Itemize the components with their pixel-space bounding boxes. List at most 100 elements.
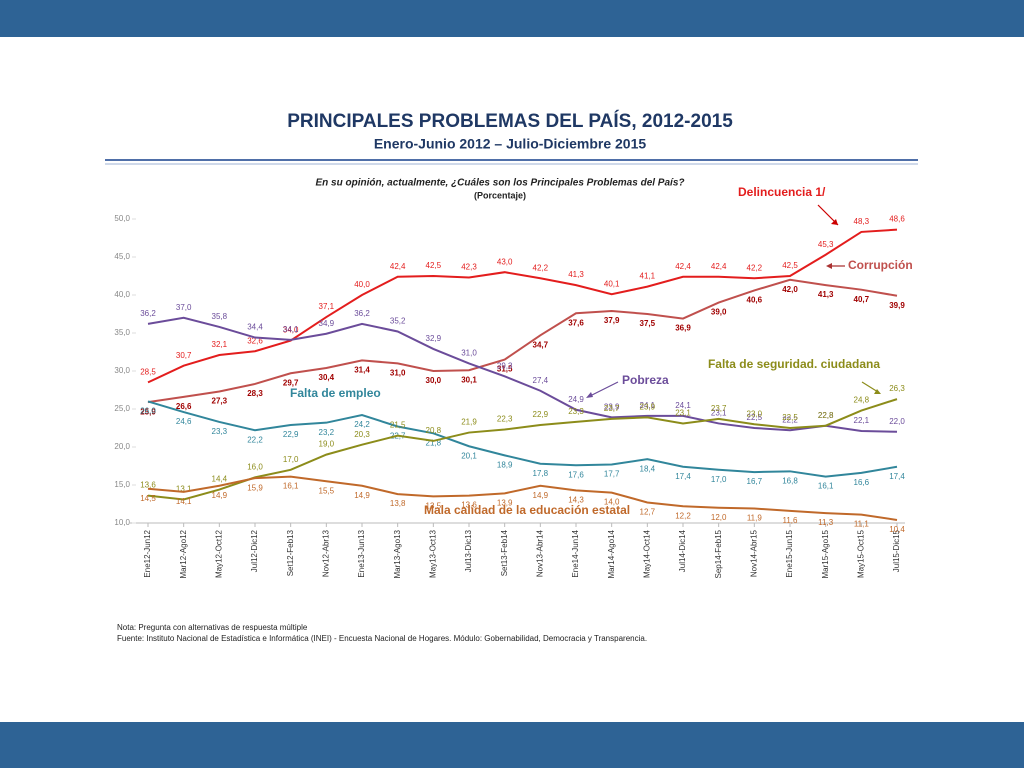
data-label: 12,7 bbox=[640, 508, 656, 517]
data-label: 37,0 bbox=[176, 303, 192, 312]
x-tick-label: Nov13-Abr14 bbox=[535, 529, 544, 577]
data-label: 11,9 bbox=[747, 514, 763, 523]
x-tick-label: May12-Oct12 bbox=[214, 529, 223, 578]
data-label: 22,1 bbox=[854, 416, 870, 425]
data-label: 26,6 bbox=[176, 402, 192, 411]
data-label: 22,5 bbox=[747, 413, 763, 422]
data-label: 23,1 bbox=[675, 409, 691, 418]
data-label: 13,1 bbox=[176, 485, 192, 494]
data-label: 24,2 bbox=[354, 420, 370, 429]
data-label: 12,2 bbox=[675, 511, 691, 520]
data-label: 30,1 bbox=[461, 375, 477, 384]
x-tick-label: Jul14-Dic14 bbox=[678, 529, 687, 572]
series-line bbox=[147, 278, 898, 404]
data-label: 24,9 bbox=[568, 395, 584, 404]
data-label: 42,5 bbox=[426, 261, 442, 270]
data-label: 25,9 bbox=[140, 407, 156, 416]
data-label: 21,5 bbox=[390, 421, 406, 430]
data-label: 37,9 bbox=[604, 316, 620, 325]
data-label: 22,3 bbox=[497, 415, 513, 424]
data-label: 20,8 bbox=[426, 426, 442, 435]
series-label: Falta de seguridad. ciudadana bbox=[708, 357, 880, 371]
data-label: 23,9 bbox=[640, 402, 656, 411]
data-label: 17,4 bbox=[889, 472, 905, 481]
data-label: 43,0 bbox=[497, 257, 513, 266]
arrow-head bbox=[826, 263, 832, 269]
data-label: 42,2 bbox=[533, 263, 549, 272]
data-label: 31,5 bbox=[497, 365, 513, 374]
data-label: 24,8 bbox=[854, 396, 870, 405]
question: En su opinión, actualmente, ¿Cuáles son … bbox=[316, 178, 685, 189]
data-label: 40,7 bbox=[854, 295, 870, 304]
data-label: 27,3 bbox=[212, 397, 228, 406]
data-label: 22,0 bbox=[889, 417, 905, 426]
data-label: 13,8 bbox=[390, 499, 406, 508]
data-label: 22,2 bbox=[247, 435, 263, 444]
data-label: 22,8 bbox=[818, 411, 834, 420]
data-label: 29,7 bbox=[283, 378, 299, 387]
data-label: 13,6 bbox=[140, 481, 156, 490]
x-tick-label: May15-Oct15 bbox=[856, 529, 865, 578]
bottom-bar bbox=[0, 722, 1024, 768]
data-label: 14,3 bbox=[568, 495, 584, 504]
x-tick-label: Jul15-Dic15 bbox=[892, 529, 901, 572]
data-label: 30,4 bbox=[319, 373, 335, 382]
series-line bbox=[147, 228, 898, 384]
x-tick-label: Nov12-Abr13 bbox=[321, 529, 330, 577]
data-label: 40,0 bbox=[354, 280, 370, 289]
data-label: 37,6 bbox=[568, 318, 584, 327]
data-label: 22,2 bbox=[782, 415, 798, 424]
arrow-head bbox=[831, 219, 838, 225]
data-label: 23,9 bbox=[604, 402, 620, 411]
data-label: 22,5 bbox=[782, 413, 798, 422]
data-label: 48,3 bbox=[854, 217, 870, 226]
series-label: Corrupción bbox=[848, 258, 913, 272]
data-label: 42,0 bbox=[782, 285, 798, 294]
data-label: 35,2 bbox=[390, 317, 406, 326]
y-tick-label: 15,0 bbox=[114, 480, 130, 489]
data-label: 14,4 bbox=[212, 475, 228, 484]
data-label: 14,9 bbox=[212, 491, 228, 500]
data-label: 11,6 bbox=[783, 516, 799, 525]
data-label: 37,5 bbox=[640, 319, 656, 328]
x-tick-label: Set13-Feb14 bbox=[500, 529, 509, 576]
data-label: 37,1 bbox=[319, 302, 335, 311]
data-label: 23,7 bbox=[711, 404, 727, 413]
data-label: 30,7 bbox=[176, 351, 192, 360]
y-tick-label: 25,0 bbox=[114, 404, 130, 413]
series-line bbox=[147, 400, 898, 478]
y-tick-label: 50,0 bbox=[114, 214, 130, 223]
data-label: 31,0 bbox=[461, 349, 477, 358]
data-label: 16,7 bbox=[747, 477, 763, 486]
x-tick-label: Ene13-Jun13 bbox=[357, 529, 366, 577]
data-label: 42,4 bbox=[711, 262, 727, 271]
data-label: 39,9 bbox=[889, 301, 905, 310]
data-label: 13,9 bbox=[497, 498, 513, 507]
x-tick-label: Ene14-Jun14 bbox=[571, 529, 580, 577]
data-label: 16,1 bbox=[283, 482, 299, 491]
note: Fuente: Instituto Nacional de Estadístic… bbox=[117, 634, 647, 643]
data-label: 34,4 bbox=[247, 323, 263, 332]
data-label: 16,1 bbox=[818, 482, 834, 491]
y-tick-label: 30,0 bbox=[114, 366, 130, 375]
x-tick-label: Jul12-Dic12 bbox=[250, 529, 259, 572]
data-label: 31,4 bbox=[354, 365, 370, 374]
series-line bbox=[147, 316, 898, 433]
data-label: 21,9 bbox=[461, 418, 477, 427]
data-label: 41,3 bbox=[818, 290, 834, 299]
data-label: 39,0 bbox=[711, 308, 727, 317]
data-label: 14,9 bbox=[354, 491, 370, 500]
data-label: 35,8 bbox=[212, 312, 228, 321]
y-tick-label: 35,0 bbox=[114, 328, 130, 337]
x-tick-label: Jul13-Dic13 bbox=[464, 529, 473, 572]
x-tick-label: Mar13-Ago13 bbox=[393, 529, 402, 578]
x-tick-label: Ene15-Jun15 bbox=[785, 529, 794, 577]
data-label: 20,3 bbox=[354, 430, 370, 439]
data-label: 18,4 bbox=[640, 464, 656, 473]
data-label: 17,0 bbox=[283, 455, 299, 464]
arrow-head bbox=[586, 392, 593, 398]
x-tick-label: Set12-Feb13 bbox=[286, 529, 295, 576]
data-label: 23,0 bbox=[747, 409, 763, 418]
data-label: 22,9 bbox=[283, 430, 299, 439]
